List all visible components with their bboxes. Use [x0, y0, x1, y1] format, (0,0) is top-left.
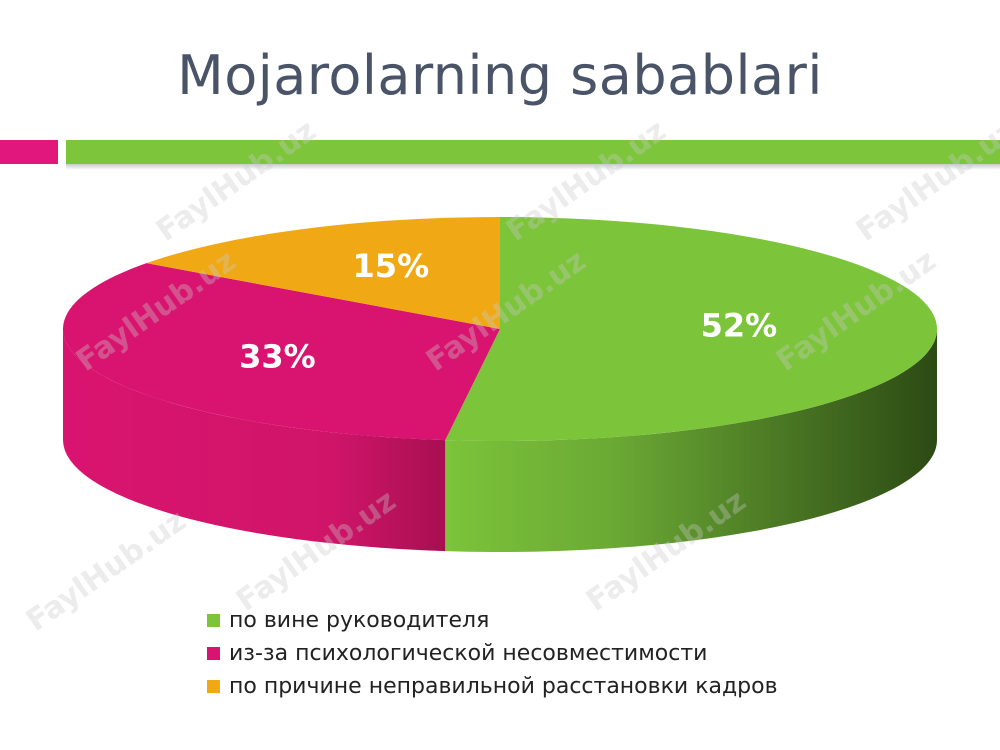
legend-item-pink: из-за психологической несовместимости	[207, 637, 778, 670]
chart-legend: по вине руководителя из-за психологическо…	[207, 604, 778, 703]
legend-item-orange: по причине неправильной расстановки кадр…	[207, 670, 778, 703]
data-label-orange: 15%	[353, 247, 430, 285]
pie-slice-green	[445, 217, 937, 441]
accent-bar-green	[66, 140, 1000, 164]
legend-label: из-за психологической несовместимости	[229, 641, 708, 666]
pie-slice-pink	[62, 263, 500, 441]
pie-side-pink	[63, 329, 446, 552]
pie-data-labels: 52% 33% 15%	[239, 247, 777, 376]
pie-side-green	[445, 329, 937, 552]
legend-swatch	[207, 680, 220, 693]
accent-bar-shadow	[66, 164, 1000, 170]
pie-slices	[62, 217, 937, 441]
legend-label: по вине руководителя	[229, 608, 490, 633]
pie-sides	[63, 329, 937, 552]
pie-slice-orange	[146, 217, 500, 329]
pie-chart: 52% 33% 15%	[62, 217, 937, 552]
slide-title: Mojarolarning sabablari	[177, 44, 823, 107]
legend-swatch	[207, 614, 220, 627]
data-label-pink: 33%	[239, 337, 316, 375]
legend-swatch	[207, 647, 220, 660]
legend-item-green: по вине руководителя	[207, 604, 778, 637]
legend-label: по причине неправильной расстановки кадр…	[229, 674, 778, 699]
data-label-green: 52%	[701, 306, 778, 344]
accent-bar-pink	[0, 140, 58, 164]
